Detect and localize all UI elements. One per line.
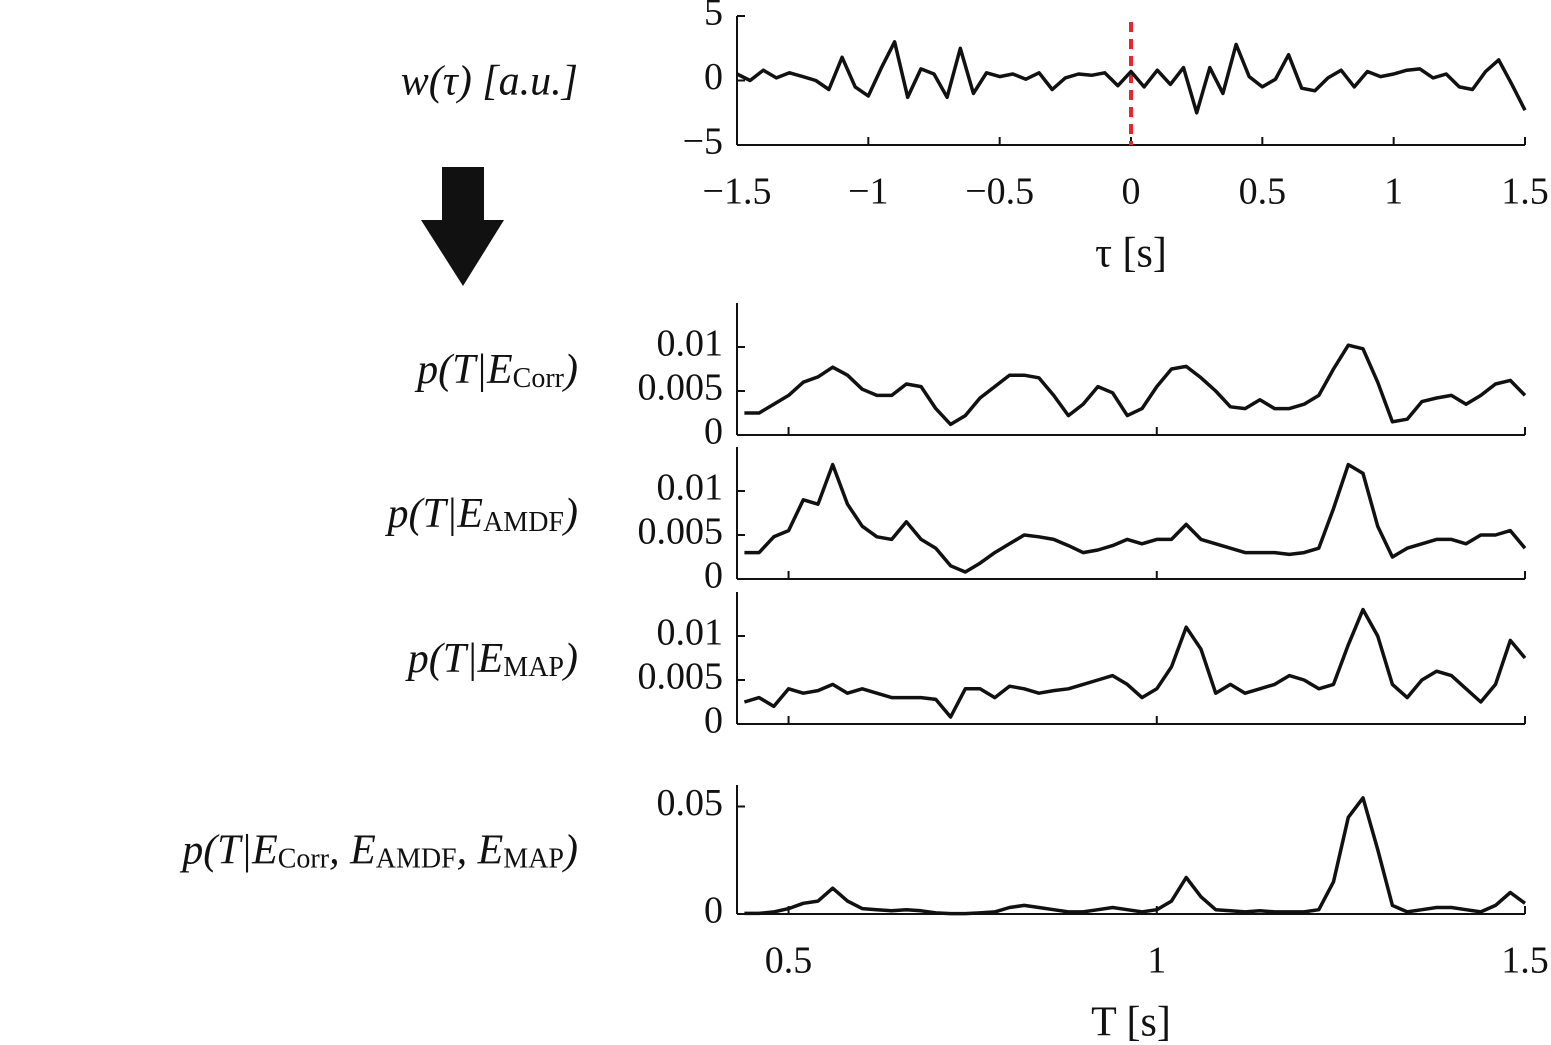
x-tick-label: −1 bbox=[848, 171, 888, 213]
y-tick-label: 0.005 bbox=[638, 367, 724, 409]
y-label-part: p(T|E bbox=[179, 827, 278, 873]
x-tick-label: 0.5 bbox=[765, 940, 813, 982]
y-tick-label: 0.005 bbox=[638, 511, 724, 553]
y-label-part: ) bbox=[562, 827, 578, 873]
y-label-part: p(T|E bbox=[414, 347, 513, 393]
y-label-part: ) bbox=[562, 347, 578, 393]
data-line bbox=[744, 462, 1527, 574]
y-tick-label: 0 bbox=[704, 890, 723, 932]
y-axis-label: p(T|EAMDF) bbox=[385, 491, 578, 539]
y-tick-label: −5 bbox=[683, 121, 723, 163]
y-tick-label: 0 bbox=[704, 56, 723, 98]
y-tick-label: 0 bbox=[704, 555, 723, 597]
x-tick-label: 1 bbox=[1147, 940, 1166, 982]
x-tick-label: −0.5 bbox=[965, 171, 1034, 213]
y-label-part: p(T|E bbox=[385, 491, 484, 537]
y-label-subscript: MAP bbox=[503, 652, 564, 683]
y-tick-label: 0.01 bbox=[657, 323, 724, 365]
x-tick-label: 1 bbox=[1384, 171, 1403, 213]
y-tick-label: 0.01 bbox=[657, 467, 724, 509]
data-line bbox=[744, 796, 1527, 916]
y-tick-label: 0.005 bbox=[638, 656, 724, 698]
y-label-part: , E bbox=[329, 827, 376, 873]
y-label-subscript: AMDF bbox=[483, 507, 564, 538]
data-line bbox=[743, 607, 1527, 719]
y-axis-label: p(T|EMAP) bbox=[405, 636, 578, 684]
data-line bbox=[744, 343, 1527, 427]
y-tick-label: 5 bbox=[704, 0, 723, 34]
y-label-subscript: AMDF bbox=[376, 844, 457, 875]
x-tick-label: −1.5 bbox=[703, 171, 772, 213]
y-label-subscript: MAP bbox=[503, 844, 564, 875]
y-axis-label: p(T|ECorr, EAMDF, EMAP) bbox=[179, 827, 578, 875]
y-label-part: w(τ) [a.u.] bbox=[401, 58, 578, 104]
y-label-part: p(T|E bbox=[405, 636, 504, 682]
arrow bbox=[421, 167, 504, 286]
y-tick-label: 0 bbox=[704, 411, 723, 453]
x-tick-label: 0.5 bbox=[1239, 171, 1287, 213]
x-tick-label: 1.5 bbox=[1501, 940, 1549, 982]
data-line bbox=[736, 40, 1527, 115]
y-tick-label: 0 bbox=[704, 700, 723, 742]
y-label-part: ) bbox=[562, 636, 578, 682]
y-axis-label: p(T|ECorr) bbox=[414, 347, 578, 395]
y-tick-label: 0.01 bbox=[657, 612, 724, 654]
y-label-part: , E bbox=[457, 827, 504, 873]
y-label-subscript: Corr bbox=[513, 363, 565, 394]
y-label-part: ) bbox=[562, 491, 578, 537]
x-axis-label: τ [s] bbox=[1095, 231, 1167, 277]
y-tick-label: 0.05 bbox=[657, 782, 724, 824]
x-tick-label: 0 bbox=[1122, 171, 1141, 213]
x-axis-label: T [s] bbox=[1091, 1000, 1171, 1045]
y-axis-label: w(τ) [a.u.] bbox=[401, 58, 578, 104]
y-label-subscript: Corr bbox=[278, 844, 330, 875]
x-tick-label: 1.5 bbox=[1501, 171, 1549, 213]
